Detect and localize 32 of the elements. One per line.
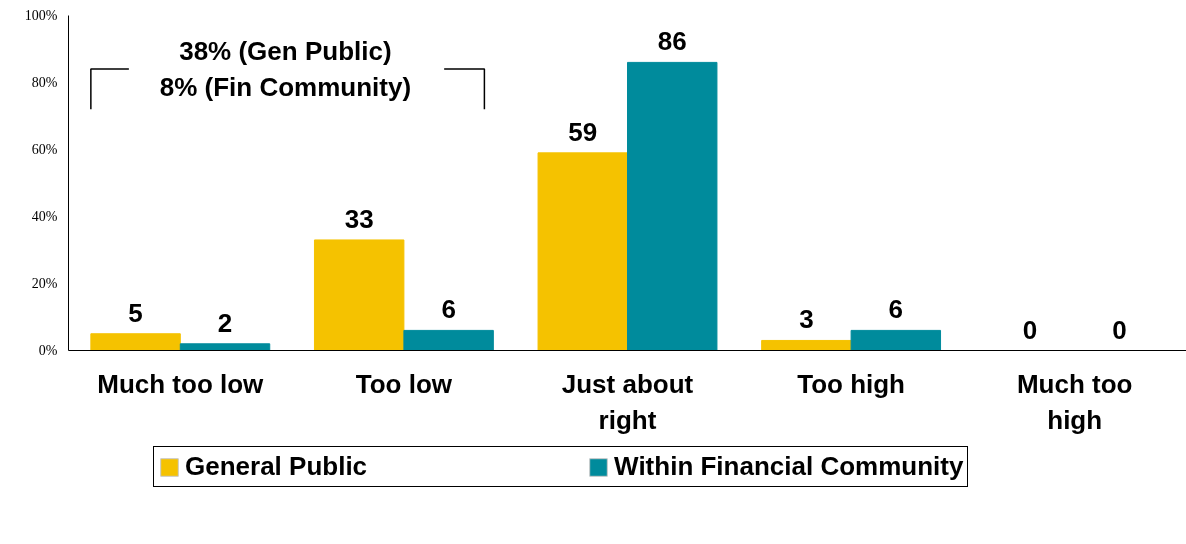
y-tick-label: 100% — [24, 8, 58, 23]
legend-label: General Public — [185, 451, 368, 482]
bar — [850, 329, 942, 351]
x-tick-label: Much too high — [1016, 368, 1133, 435]
y-tick-label: 80% — [31, 75, 58, 90]
bar — [403, 329, 494, 351]
data-label: 2 — [217, 307, 233, 338]
bar — [313, 239, 405, 351]
bar — [761, 339, 852, 351]
x-tick-label: Too low — [355, 368, 453, 399]
data-label: 86 — [657, 26, 687, 57]
data-label: 5 — [128, 297, 143, 328]
data-label: 6 — [441, 294, 456, 325]
data-label: 33 — [344, 203, 374, 234]
data-label: 0 — [1112, 314, 1127, 345]
bar — [627, 61, 718, 351]
data-label: 0 — [1022, 314, 1038, 345]
x-tick-label: Much too low — [97, 368, 265, 399]
data-label: 3 — [799, 304, 814, 335]
legend-label: Within Financial Community — [614, 451, 964, 482]
x-tick-label: Too high — [797, 368, 906, 399]
data-label: 6 — [888, 294, 904, 325]
data-label: 59 — [568, 116, 598, 147]
x-tick-label: Just about right — [561, 368, 694, 435]
bar — [537, 152, 628, 351]
annotation: 38% (Gen Public) 8% (Fin Community) — [159, 36, 412, 103]
y-tick-label: 20% — [31, 276, 58, 291]
bar — [179, 343, 271, 351]
y-tick-label: 60% — [31, 142, 58, 157]
y-tick-label: 40% — [31, 209, 58, 224]
y-tick-label: 0% — [38, 343, 58, 358]
bar — [90, 333, 181, 351]
